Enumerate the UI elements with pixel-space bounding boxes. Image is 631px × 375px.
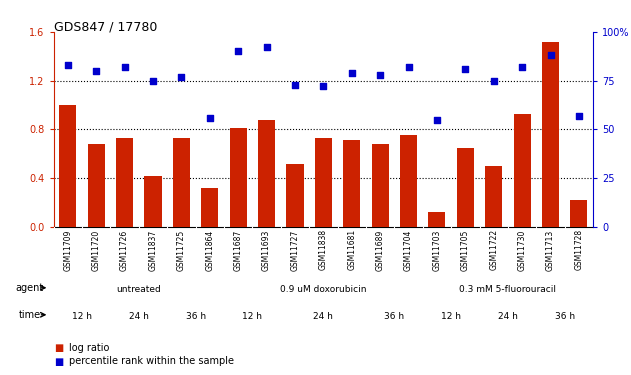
Bar xyxy=(428,212,445,227)
Text: GSM11727: GSM11727 xyxy=(290,229,300,271)
Bar xyxy=(485,166,502,227)
Text: GSM11864: GSM11864 xyxy=(205,229,215,271)
Bar xyxy=(201,188,218,227)
Text: 24 h: 24 h xyxy=(129,312,149,321)
Text: GSM11687: GSM11687 xyxy=(233,229,243,271)
Text: GSM11713: GSM11713 xyxy=(546,229,555,271)
Text: 12 h: 12 h xyxy=(242,312,262,321)
Text: untreated: untreated xyxy=(117,285,161,294)
Point xyxy=(347,70,357,76)
Text: GSM11726: GSM11726 xyxy=(120,229,129,271)
Text: 24 h: 24 h xyxy=(314,312,333,321)
Bar xyxy=(144,176,162,227)
Point xyxy=(120,64,130,70)
Text: GSM11838: GSM11838 xyxy=(319,229,328,270)
Point xyxy=(261,45,271,51)
Point xyxy=(460,66,470,72)
Text: GDS847 / 17780: GDS847 / 17780 xyxy=(54,21,157,34)
Bar xyxy=(343,140,360,227)
Text: GSM11681: GSM11681 xyxy=(347,229,357,270)
Text: GSM11720: GSM11720 xyxy=(91,229,101,271)
Text: GSM11730: GSM11730 xyxy=(517,229,527,271)
Point xyxy=(489,78,499,84)
Text: ■: ■ xyxy=(54,344,63,353)
Text: GSM11703: GSM11703 xyxy=(432,229,442,271)
Bar xyxy=(457,148,474,227)
Bar xyxy=(258,120,275,227)
Text: time: time xyxy=(18,310,40,320)
Point xyxy=(375,72,385,78)
Point xyxy=(148,78,158,84)
Bar xyxy=(173,138,190,227)
Text: 24 h: 24 h xyxy=(498,312,518,321)
Text: 36 h: 36 h xyxy=(555,312,575,321)
Text: 12 h: 12 h xyxy=(441,312,461,321)
Point xyxy=(319,84,329,90)
Point xyxy=(545,52,556,58)
Bar xyxy=(230,128,247,227)
Bar xyxy=(286,164,304,227)
Text: log ratio: log ratio xyxy=(69,344,110,353)
Point xyxy=(204,115,215,121)
Text: agent: agent xyxy=(15,283,44,293)
Text: 12 h: 12 h xyxy=(72,312,92,321)
Text: 0.3 mM 5-fluorouracil: 0.3 mM 5-fluorouracil xyxy=(459,285,557,294)
Point xyxy=(91,68,102,74)
Text: GSM11704: GSM11704 xyxy=(404,229,413,271)
Text: 36 h: 36 h xyxy=(384,312,404,321)
Text: percentile rank within the sample: percentile rank within the sample xyxy=(69,357,234,366)
Bar xyxy=(400,135,417,227)
Point xyxy=(432,117,442,123)
Text: GSM11705: GSM11705 xyxy=(461,229,470,271)
Text: ■: ■ xyxy=(54,357,63,366)
Bar xyxy=(116,138,133,227)
Point xyxy=(574,113,584,119)
Bar xyxy=(372,144,389,227)
Point xyxy=(290,81,300,87)
Text: GSM11693: GSM11693 xyxy=(262,229,271,271)
Text: GSM11728: GSM11728 xyxy=(574,229,584,270)
Bar xyxy=(88,144,105,227)
Text: 36 h: 36 h xyxy=(186,312,206,321)
Bar xyxy=(570,200,587,227)
Text: GSM11725: GSM11725 xyxy=(177,229,186,271)
Point xyxy=(517,64,528,70)
Bar xyxy=(542,42,559,227)
Text: GSM11837: GSM11837 xyxy=(148,229,158,271)
Text: GSM11722: GSM11722 xyxy=(489,229,498,270)
Text: GSM11689: GSM11689 xyxy=(375,229,385,271)
Bar xyxy=(59,105,76,227)
Text: GSM11709: GSM11709 xyxy=(63,229,73,271)
Point xyxy=(63,62,73,68)
Point xyxy=(177,74,187,80)
Point xyxy=(233,48,244,54)
Text: 0.9 uM doxorubicin: 0.9 uM doxorubicin xyxy=(280,285,367,294)
Bar xyxy=(315,138,332,227)
Point xyxy=(404,64,414,70)
Bar xyxy=(514,114,531,227)
